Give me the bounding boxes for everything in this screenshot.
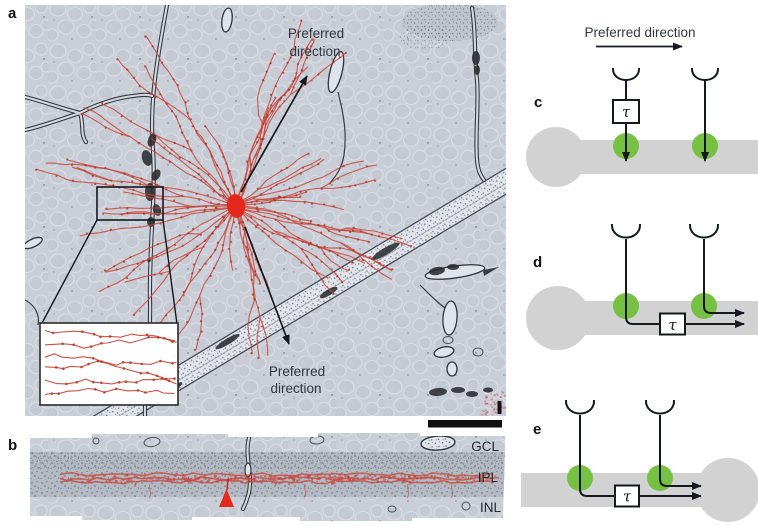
panel-b-layer-labels: GCL IPL INL (471, 439, 501, 515)
delayed-wire (579, 415, 615, 497)
blood-vessel-diagonal (90, 166, 506, 416)
receptor-cup-icon (690, 67, 720, 81)
direct-wire-arrow (659, 415, 702, 490)
preferred-direction-label-bottom-2: direction (270, 381, 321, 396)
panel-b-micrograph (30, 433, 505, 521)
traced-dendritic-arbor (35, 19, 413, 359)
panel-a-overlays: Preferred direction Preferred direction (39, 26, 502, 428)
scale-bar (428, 420, 502, 428)
model-d: τ d (526, 223, 758, 350)
preferred-direction-label-bottom: Preferred (269, 364, 325, 379)
cross-section-soma (219, 489, 234, 507)
panel-label-e: e (533, 421, 541, 438)
inset-connector-right (162, 219, 178, 325)
blood-vessel-branch (25, 92, 155, 145)
cell-soma (226, 194, 246, 218)
preferred-direction-label-top-2: direction (289, 44, 340, 59)
model-header: Preferred direction (584, 25, 696, 51)
model-c: τ c (526, 67, 758, 187)
panel-label-a: a (8, 5, 17, 22)
inset-connector-left (40, 219, 98, 325)
panel-label-c: c (534, 94, 542, 111)
vessel-cluster-right (419, 264, 499, 397)
receptor-cup-icon (611, 67, 641, 81)
tau-symbol: τ (622, 103, 631, 121)
preferred-direction-arrow-down (244, 226, 290, 345)
tau-symbol: τ (668, 316, 677, 334)
small-vessel-profiles (25, 5, 487, 326)
direct-wire-arrow (703, 239, 745, 317)
preferred-direction-arrow-up (240, 75, 308, 193)
receptor-cup-icon (688, 223, 720, 239)
layer-label-gcl: GCL (471, 439, 499, 454)
receptor-cup-icon (564, 399, 596, 415)
model-e: τ e (521, 399, 758, 522)
receptor-cup-icon (610, 223, 642, 239)
soma-stem (226, 478, 229, 491)
tau-symbol: τ (623, 488, 632, 506)
receptor-cup-icon (644, 399, 676, 415)
dendrite-shaft (556, 301, 758, 335)
traced-stratified-dendrites (59, 472, 499, 499)
delayed-wire (625, 239, 660, 325)
preferred-direction-header: Preferred direction (584, 25, 695, 40)
dendrite-shaft (556, 140, 758, 174)
layer-label-inl: INL (480, 500, 502, 515)
zoom-region-outline (96, 186, 164, 221)
panel-a-micrograph (25, 5, 506, 416)
panel-label-d: d (533, 254, 542, 271)
layer-label-ipl: IPL (478, 470, 499, 485)
cross-section-profiles (92, 435, 471, 513)
inset-traced-dendrites (44, 329, 177, 395)
edge-tick (497, 401, 502, 414)
preferred-direction-label-top: Preferred (288, 26, 344, 41)
panel-label-b: b (8, 437, 17, 454)
